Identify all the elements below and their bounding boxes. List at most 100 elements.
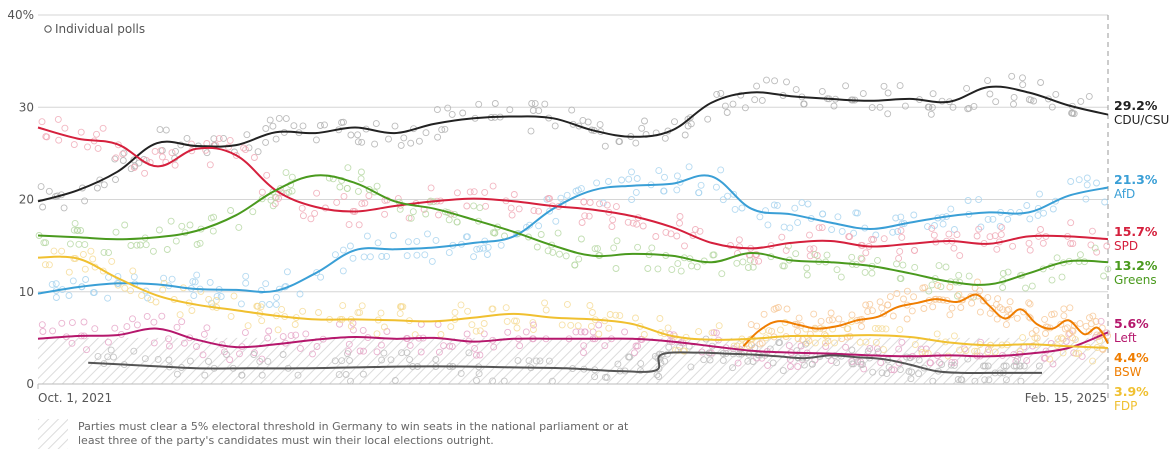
poll-dot (864, 347, 872, 355)
poll-dot (586, 199, 594, 206)
poll-dot (749, 263, 757, 271)
poll-dot (506, 106, 514, 114)
poll-dot (765, 327, 773, 335)
poll-dot (1067, 240, 1075, 247)
poll-dot (1026, 300, 1034, 308)
poll-dot (878, 325, 886, 333)
poll-dot (84, 143, 91, 151)
poll-dot (186, 357, 194, 365)
poll-dot (374, 239, 382, 247)
poll-dot (610, 244, 618, 252)
poll-dot (237, 300, 245, 308)
end-name-spd: SPD (1114, 239, 1138, 253)
poll-dot (381, 210, 389, 218)
poll-dot (1004, 268, 1012, 276)
poll-dot (580, 342, 588, 350)
poll-dot (729, 100, 737, 108)
poll-dot (753, 322, 761, 330)
poll-dot (697, 181, 705, 189)
poll-dot (1085, 92, 1093, 100)
poll-dot (232, 151, 240, 159)
poll-dot (981, 376, 989, 384)
poll-dot (112, 228, 120, 236)
poll-dot (210, 135, 218, 143)
poll-dot (868, 269, 876, 277)
poll-dot (605, 324, 613, 332)
poll-dot (445, 249, 453, 257)
poll-dot (792, 86, 800, 94)
poll-dot (1002, 376, 1010, 384)
poll-dot (954, 292, 961, 300)
poll-dot (205, 295, 213, 303)
poll-dot (502, 304, 510, 312)
poll-dot (696, 227, 704, 235)
poll-dot (864, 308, 872, 316)
poll-dot (1067, 178, 1075, 185)
poll-dot (928, 224, 936, 232)
poll-dot (377, 341, 385, 349)
poll-dot (605, 178, 612, 185)
poll-dot (75, 240, 83, 248)
poll-dot (445, 216, 453, 224)
poll-dot (243, 131, 251, 139)
poll-dot (1095, 333, 1103, 340)
poll-dot (577, 185, 585, 193)
poll-dot (806, 330, 814, 338)
poll-dot (344, 350, 351, 358)
poll-dot (434, 133, 442, 141)
poll-dot (1033, 334, 1041, 342)
end-name-cdu-csu: CDU/CSU (1114, 113, 1169, 127)
poll-dot (457, 301, 465, 309)
poll-dot (68, 339, 76, 347)
poll-dot (719, 196, 727, 204)
poll-dot (444, 104, 452, 112)
poll-dot (49, 327, 57, 335)
poll-dot (827, 309, 835, 317)
poll-dot (380, 349, 388, 357)
poll-dot (861, 268, 869, 276)
poll-dot (1002, 362, 1010, 370)
poll-dot (1052, 90, 1060, 98)
poll-dot (636, 367, 644, 375)
poll-dot (580, 349, 587, 357)
poll-dot (226, 136, 234, 144)
poll-dot (562, 252, 570, 260)
poll-dot (206, 278, 214, 286)
poll-dot (838, 227, 846, 235)
y-tick-label: 30 (19, 100, 34, 114)
poll-dot (100, 248, 108, 256)
poll-dot (1016, 362, 1024, 370)
poll-dot (1086, 314, 1093, 322)
poll-dot (760, 310, 768, 318)
poll-dot (884, 89, 892, 97)
poll-dot (172, 237, 180, 245)
poll-dot (331, 357, 339, 365)
poll-dot (1093, 179, 1100, 187)
poll-dot (900, 295, 907, 303)
poll-dot (1029, 342, 1037, 350)
poll-dot (1037, 226, 1044, 233)
series-line-bsw (742, 293, 1109, 347)
poll-dot (984, 345, 992, 353)
poll-dot (58, 247, 66, 255)
poll-dot (595, 321, 603, 329)
poll-dot (1040, 354, 1048, 362)
poll-dot (991, 232, 999, 240)
poll-dot (1060, 305, 1068, 313)
poll-dot (1087, 320, 1095, 328)
poll-dot (150, 318, 158, 326)
poll-dot (685, 163, 693, 171)
poll-dot (896, 274, 904, 282)
poll-dot (378, 253, 386, 260)
poll-dot (994, 295, 1002, 303)
poll-dot (155, 226, 163, 234)
poll-dot (168, 149, 176, 157)
poll-dot (911, 263, 919, 271)
poll-dot (52, 280, 60, 288)
poll-dot (230, 292, 238, 300)
poll-dot (380, 323, 388, 331)
poll-dot (383, 252, 391, 260)
poll-dot (632, 188, 640, 196)
poll-dot (637, 360, 645, 368)
poll-dot (594, 245, 601, 253)
